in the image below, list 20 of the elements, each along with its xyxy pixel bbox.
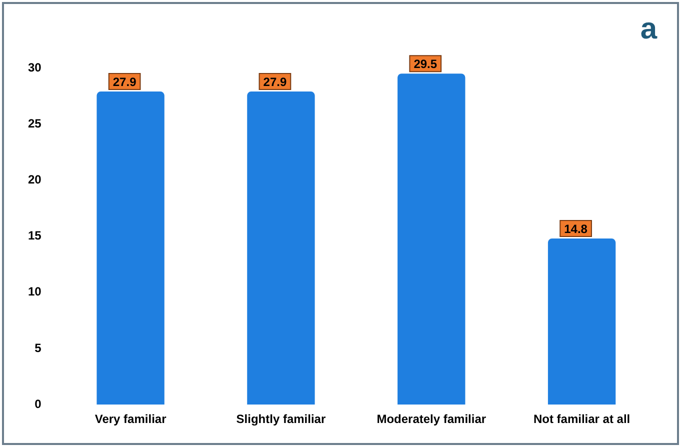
bar — [96, 92, 164, 405]
y-tick-label: 5 — [34, 340, 42, 355]
chart-title: a — [640, 12, 658, 46]
x-tick-label: Moderately familiar — [376, 412, 486, 426]
x-tick-label: Very familiar — [94, 412, 167, 426]
data-label: 27.9 — [112, 74, 137, 89]
bar — [247, 92, 315, 405]
y-tick-label: 10 — [28, 284, 42, 299]
x-tick-label: Slightly familiar — [236, 412, 326, 426]
x-tick-label: Not familiar at all — [533, 412, 630, 426]
data-label: 14.8 — [564, 222, 588, 236]
y-tick-label: 20 — [28, 172, 42, 187]
y-tick-label: 30 — [28, 60, 42, 74]
bar — [548, 238, 616, 405]
data-label: 29.5 — [414, 56, 438, 71]
y-tick-label: 25 — [28, 116, 42, 130]
y-tick-label: 15 — [28, 228, 42, 243]
data-label: 27.9 — [263, 74, 287, 89]
y-tick-label: 0 — [34, 396, 42, 411]
bar — [398, 74, 466, 405]
